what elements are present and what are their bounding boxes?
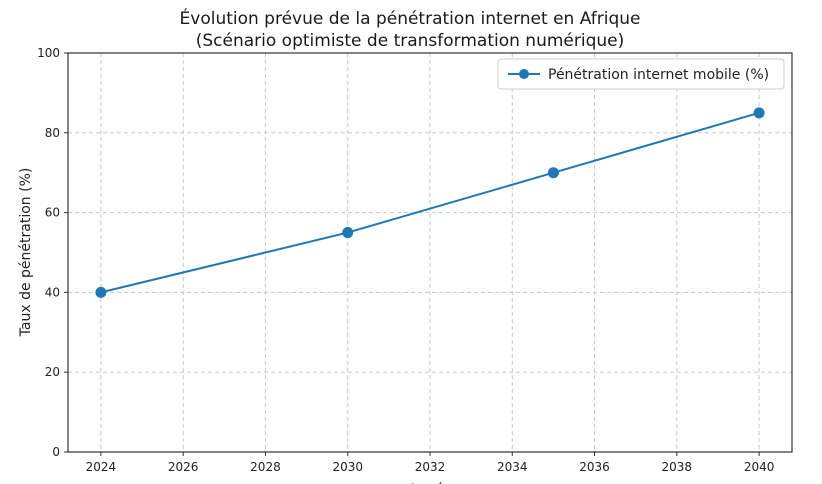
- data-point: [753, 107, 765, 119]
- y-tick-label: 80: [45, 126, 60, 140]
- legend: Pénétration internet mobile (%): [497, 58, 785, 90]
- y-axis-label: Taux de pénétration (%): [18, 168, 34, 338]
- x-tick-label: 2032: [415, 460, 446, 474]
- x-tick-label: 2026: [168, 460, 199, 474]
- grid-lines: [68, 53, 792, 452]
- series-line: [100, 111, 760, 294]
- y-tick-label: 0: [52, 445, 60, 459]
- x-tick-label: 2024: [86, 460, 117, 474]
- x-tick-label: 2038: [662, 460, 693, 474]
- legend-marker: [519, 69, 529, 79]
- data-point: [342, 227, 354, 239]
- x-axis-label: Année: [408, 482, 453, 484]
- x-tick-label: 2036: [579, 460, 610, 474]
- x-tick-label: 2040: [744, 460, 775, 474]
- chart-title: Évolution prévue de la pénétration inter…: [180, 7, 641, 29]
- data-point: [547, 167, 559, 179]
- data-point: [95, 286, 107, 298]
- x-tick-label: 2030: [332, 460, 363, 474]
- y-tick-label: 100: [37, 46, 60, 60]
- x-tick-label: 2034: [497, 460, 528, 474]
- y-tick-label: 20: [45, 365, 60, 379]
- x-axis: 2024 2026 2028 2030 2032 2034 2036 2038 2040: [86, 452, 775, 474]
- plot-area: [95, 107, 765, 298]
- y-tick-label: 60: [45, 206, 60, 220]
- chart-subtitle: (Scénario optimiste de transformation nu…: [196, 31, 625, 51]
- y-tick-label: 40: [45, 285, 60, 299]
- x-tick-label: 2028: [250, 460, 281, 474]
- legend-label: Pénétration internet mobile (%): [548, 67, 769, 83]
- legend-box: [497, 58, 785, 90]
- y-axis: 0 20 40 60 80 100: [37, 46, 68, 459]
